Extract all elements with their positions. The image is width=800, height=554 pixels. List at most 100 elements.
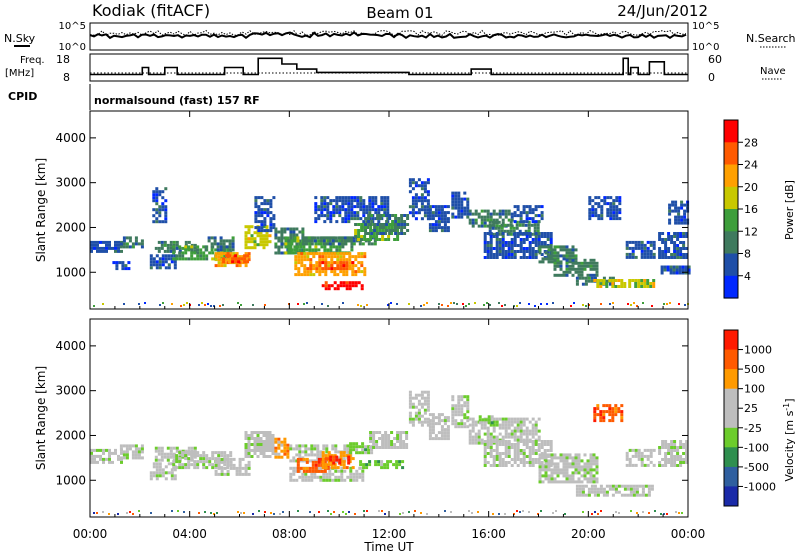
power-cell-region-20 [397,232,401,235]
power-cell-region-3 [161,190,165,194]
power-cell-region-36 [684,265,688,269]
velocity-cell-region-23 [638,484,642,488]
power-cell-region-27 [531,250,535,253]
velocity-cell-region-19 [528,420,532,424]
velocity-cell-region-15 [378,446,382,449]
power-cell-region-33 [600,208,604,212]
power-cell-region-2 [112,261,116,265]
velocity-cell-region-16 [423,399,427,403]
velocity-cell-region-6 [268,446,272,449]
velocity-cell-region-26 [682,443,686,446]
velocity-cell-region-7 [277,455,281,459]
power-cell-region-26 [534,205,538,209]
velocity-cell-region-9 [355,478,359,482]
power-cell-region-17 [340,239,344,243]
velocity-cell-region-15 [381,443,385,446]
power-cell-region-1 [134,242,138,246]
power-cell-region-28 [571,251,575,255]
velocity-cell-region-4 [190,457,194,461]
velocity-cell-ground [273,513,275,515]
power-cell-region-35 [685,232,689,235]
power-cell-region-3 [155,199,159,203]
velocity-cell-region-13 [368,463,372,467]
velocity-cell-region-7 [280,443,284,447]
velocity-cell-ground [552,512,554,514]
power-cell-region-1 [131,242,135,246]
power-cell-region-10 [256,243,260,247]
velocity-colorbar-swatch [724,408,738,429]
power-cell-region-18 [317,217,321,221]
power-cell-region-15 [342,267,346,271]
power-cell-region-24 [510,212,514,216]
power-cell-region-27 [522,247,526,250]
power-cell-region-27 [489,253,493,256]
power-cell-region-5 [160,246,164,250]
power-cell-ground [630,304,632,306]
velocity-cell-region-2 [155,477,159,481]
power-cell-region-14 [345,252,349,256]
velocity-cell-region-10 [317,463,321,467]
power-cell-region-26 [513,211,517,215]
power-cell-region-34 [652,255,656,259]
power-cell-region-32 [640,279,644,282]
power-cell-region-14 [327,261,331,265]
power-cell-region-20 [370,214,374,217]
velocity-cell-region-11 [345,466,349,470]
velocity-cell-region-1 [119,456,123,460]
power-cell-region-33 [591,205,595,209]
velocity-cell-region-22 [565,474,569,478]
velocity-cell-region-14 [370,448,374,452]
power-cell-region-3 [152,199,156,203]
power-cell-region-29 [553,258,557,262]
power-cell-region-30 [608,276,612,280]
power-cell-region-3 [152,214,156,218]
velocity-cell-region-7 [283,443,287,447]
power-cell-region-13 [296,236,300,240]
velocity-cell-region-17 [443,419,447,423]
power-cell-region-23 [460,209,464,213]
power-cell-region-14 [324,270,328,274]
power-cell-region-7 [216,248,220,252]
velocity-cell-region-26 [667,449,671,452]
power-cell-ground [450,302,452,304]
power-cell-region-18 [374,202,378,206]
power-cell-region-18 [329,202,333,206]
velocity-cell-region-18 [457,398,461,402]
velocity-cell-region-16 [420,405,424,409]
power-cell-region-34 [625,243,629,247]
power-cell-region-12 [301,230,305,234]
velocity-cell-region-23 [593,484,597,488]
power-cell-ground [663,303,665,305]
power-cell-region-33 [618,217,622,221]
velocity-cell-region-4 [178,466,182,470]
velocity-cell-ground [282,511,284,513]
power-cell-region-3 [164,208,168,212]
velocity-cell-region-10 [305,466,309,470]
power-cell-region-14 [294,261,298,265]
power-cell-region-19 [372,232,376,235]
velocity-cell-region-24 [611,407,615,411]
power-cell-region-7 [204,245,208,249]
power-cell-region-25 [509,223,513,227]
velocity-cell-region-26 [676,449,680,452]
power-cell-region-18 [314,208,318,212]
power-cell-ground [186,302,188,304]
velocity-cell-region-13 [359,460,363,464]
power-cell-region-11 [260,214,264,218]
power-cell-ground [642,302,644,304]
velocity-cell-region-6 [265,443,269,446]
velocity-cell-region-8 [319,450,323,454]
power-cell-region-34 [637,246,641,250]
power-cell-region-20 [394,214,398,217]
velocity-cell-region-24 [602,416,606,420]
velocity-cell-ground [102,511,104,513]
power-cell-region-20 [406,223,410,226]
power-cell-region-35 [673,232,677,235]
velocity-cell-region-22 [562,474,566,478]
velocity-cell-region-19 [474,435,478,439]
velocity-colorbar-swatch [724,369,738,390]
velocity-cell-region-22 [577,468,581,472]
power-cell-region-27 [507,244,511,247]
power-cell-region-27 [501,238,505,241]
power-cell-region-13 [338,245,342,249]
